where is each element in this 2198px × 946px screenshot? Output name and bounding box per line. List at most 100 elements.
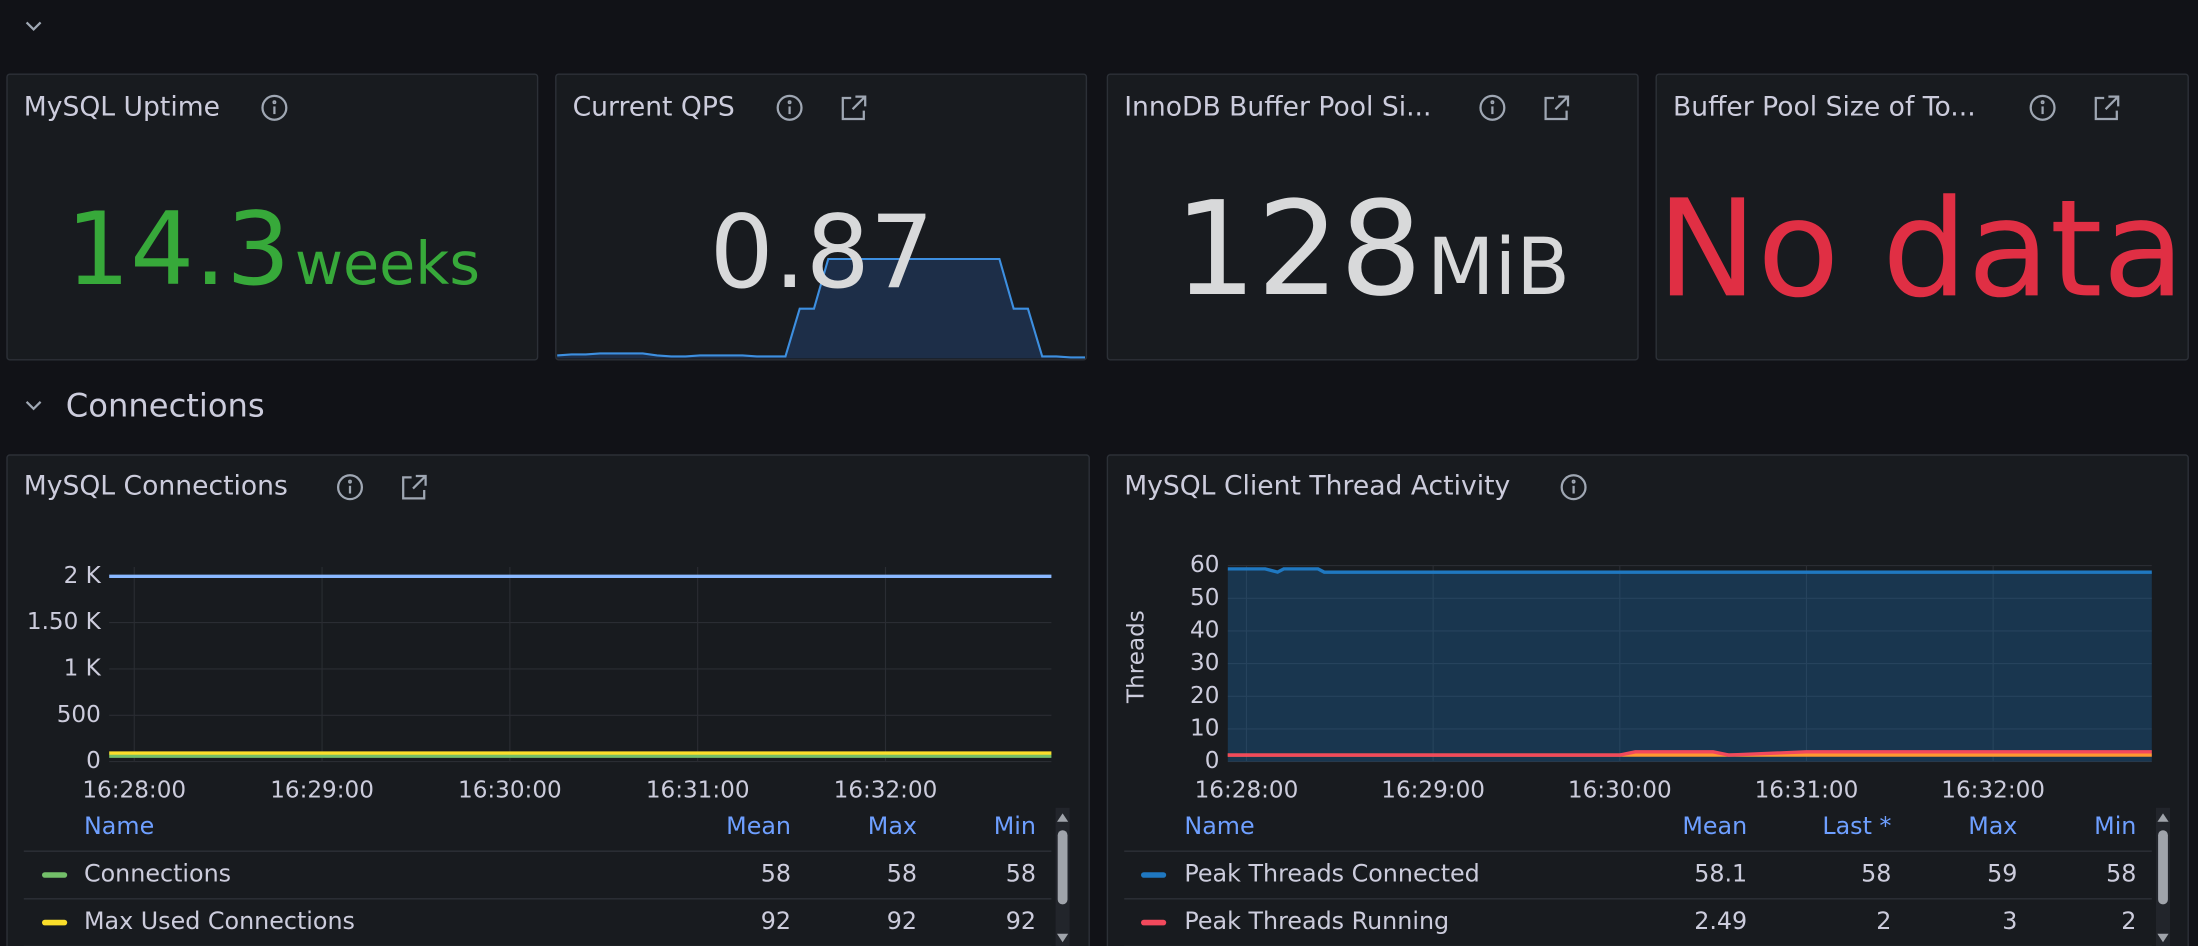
y-tick-label: 2 K xyxy=(64,563,102,589)
legend-name[interactable]: Max Used Connections xyxy=(84,907,355,935)
legend-header[interactable]: Max xyxy=(868,812,917,840)
legend-stat: 2.49 xyxy=(1694,907,1747,935)
info-circle xyxy=(1479,94,1506,121)
y-tick-label: 40 xyxy=(1190,617,1219,643)
link-arrow xyxy=(851,95,867,110)
sparkline-area xyxy=(557,259,1085,359)
scrollbar-arrow[interactable] xyxy=(1057,813,1069,822)
y-tick-label: 1 K xyxy=(64,655,102,681)
legend-stat: 3 xyxy=(2002,907,2017,935)
stat-unit: MiB xyxy=(1427,222,1570,313)
legend-header[interactable]: Min xyxy=(2094,812,2136,840)
panel-title[interactable]: Current QPS xyxy=(573,91,735,122)
legend-header[interactable]: Name xyxy=(1184,812,1254,840)
y-tick-label: 50 xyxy=(1190,585,1219,611)
info-icon[interactable] xyxy=(261,94,288,121)
external-link-icon[interactable] xyxy=(841,95,867,121)
legend-stat: 2 xyxy=(2121,907,2136,935)
y-tick-label: 0 xyxy=(1205,748,1220,774)
row-chevron[interactable] xyxy=(25,401,42,411)
series-area xyxy=(1227,568,2152,762)
scrollbar-thumb[interactable] xyxy=(2158,830,2168,905)
link-arrow xyxy=(1554,95,1570,110)
legend-name[interactable]: Peak Threads Connected xyxy=(1184,860,1479,888)
legend-header[interactable]: Mean xyxy=(726,812,791,840)
link-box xyxy=(402,476,426,500)
info-icon[interactable] xyxy=(2029,94,2056,121)
stat-value: No data xyxy=(1657,170,2185,327)
legend-stat: 59 xyxy=(1987,860,2017,888)
series-line xyxy=(1227,750,2152,757)
legend-name[interactable]: Connections xyxy=(84,860,231,888)
y-tick-label: 20 xyxy=(1190,683,1219,709)
panel xyxy=(1106,454,2189,946)
panel-title[interactable]: MySQL Connections xyxy=(24,471,288,502)
legend-swatch xyxy=(42,872,68,878)
panel xyxy=(6,73,539,361)
info-dot xyxy=(272,100,277,105)
legend-swatch xyxy=(1141,872,1167,878)
legend-header[interactable]: Mean xyxy=(1682,812,1747,840)
external-link-icon[interactable] xyxy=(1544,95,1570,121)
x-tick-label: 16:29:00 xyxy=(270,778,374,804)
info-circle xyxy=(776,94,803,121)
legend-header[interactable]: Name xyxy=(84,812,154,840)
panel-title[interactable]: MySQL Uptime xyxy=(24,91,220,122)
x-tick-label: 16:30:00 xyxy=(1568,778,1672,804)
legend-stat: 92 xyxy=(761,907,791,935)
panel xyxy=(1106,73,1639,361)
scrollbar-thumb[interactable] xyxy=(1057,830,1068,905)
info-dot xyxy=(1571,479,1576,484)
collapse-chevron[interactable] xyxy=(25,21,42,31)
link-box xyxy=(1544,96,1568,121)
external-link-icon[interactable] xyxy=(402,474,427,500)
x-tick-label: 16:31:00 xyxy=(646,778,750,804)
legend-stat: 58.1 xyxy=(1694,860,1747,888)
stat-number: No data xyxy=(1657,170,2185,327)
link-arrow xyxy=(412,474,427,490)
legend-stat: 58 xyxy=(2106,860,2136,888)
link-box xyxy=(2094,96,2118,121)
info-dot xyxy=(2040,100,2045,105)
info-circle xyxy=(336,474,364,501)
info-icon[interactable] xyxy=(1479,94,1506,121)
y-tick-label: 10 xyxy=(1190,715,1219,741)
legend-swatch xyxy=(1141,919,1167,926)
stat-number: 14.3 xyxy=(66,190,290,308)
legend-name[interactable]: Peak Threads Running xyxy=(1184,907,1449,935)
legend-stat: 58 xyxy=(1861,860,1891,888)
legend-stat: 58 xyxy=(1006,860,1036,888)
legend-header[interactable]: Last * xyxy=(1822,812,1891,840)
y-tick-label: 60 xyxy=(1190,552,1219,578)
y-tick-label: 0 xyxy=(86,748,101,774)
row-title[interactable]: Connections xyxy=(66,386,265,424)
stat-value: 128 MiB xyxy=(1174,173,1570,325)
info-circle xyxy=(1560,474,1587,501)
y-axis-label: Threads xyxy=(1123,610,1149,704)
legend-stat: 58 xyxy=(887,860,917,888)
info-icon[interactable] xyxy=(776,94,803,121)
scrollbar-arrow[interactable] xyxy=(1057,933,1069,943)
scrollbar-arrow[interactable] xyxy=(2157,933,2169,943)
legend-header[interactable]: Max xyxy=(1968,812,2017,840)
info-circle xyxy=(2029,94,2056,121)
link-arrow xyxy=(2104,95,2120,110)
external-link-icon[interactable] xyxy=(2094,95,2120,121)
legend-stat: 92 xyxy=(887,907,917,935)
scrollbar-arrow[interactable] xyxy=(2157,813,2169,822)
info-icon[interactable] xyxy=(1560,474,1587,501)
x-tick-label: 16:28:00 xyxy=(82,778,186,804)
panel-title[interactable]: InnoDB Buffer Pool Si... xyxy=(1124,91,1431,122)
stat-number: 128 xyxy=(1174,173,1423,325)
panel-title[interactable]: Buffer Pool Size of To... xyxy=(1673,91,1976,122)
panel-title[interactable]: MySQL Client Thread Activity xyxy=(1124,471,1510,502)
x-tick-label: 16:32:00 xyxy=(1941,778,2045,804)
legend-header[interactable]: Min xyxy=(994,812,1036,840)
info-dot xyxy=(348,479,352,484)
stat-unit: weeks xyxy=(295,229,480,298)
info-icon[interactable] xyxy=(336,474,364,501)
y-tick-label: 30 xyxy=(1190,650,1219,676)
link-box xyxy=(841,96,865,121)
x-tick-label: 16:30:00 xyxy=(458,778,562,804)
info-dot xyxy=(787,100,792,105)
